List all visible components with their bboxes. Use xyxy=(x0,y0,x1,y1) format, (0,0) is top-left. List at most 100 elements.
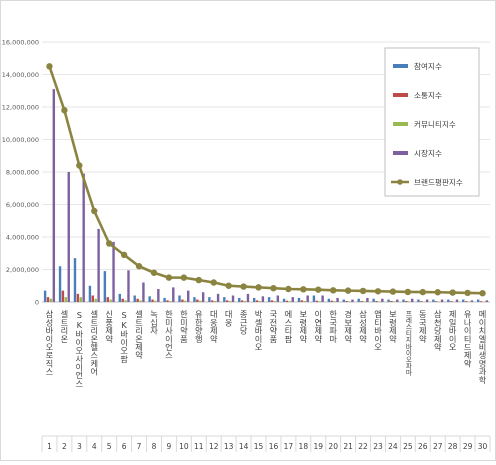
bar-2 xyxy=(151,300,153,302)
bar-2 xyxy=(450,301,452,302)
legend-swatch xyxy=(393,64,408,68)
bar-3 xyxy=(169,301,171,302)
bar-3 xyxy=(95,299,97,302)
bar-2 xyxy=(136,299,138,302)
bar-1 xyxy=(223,297,225,302)
y-tick-label: 4,000,000 xyxy=(6,234,39,242)
category-label: 메이치엘비생명과학 xyxy=(478,310,488,385)
bar-3 xyxy=(139,300,141,302)
rank-label: 12 xyxy=(209,442,219,451)
category-label: 국전약품 xyxy=(268,310,278,343)
bar-4 xyxy=(486,300,488,302)
bar-1 xyxy=(298,298,300,302)
bar-4 xyxy=(53,89,55,302)
bar-2 xyxy=(345,301,347,302)
bar-1 xyxy=(59,266,61,302)
bar-2 xyxy=(435,301,437,302)
bar-1 xyxy=(477,300,479,302)
score-point xyxy=(196,277,202,283)
score-point xyxy=(106,240,112,246)
rank-label: 20 xyxy=(328,442,338,451)
category-label: 박셀바이오 xyxy=(254,309,264,351)
rank-label: 17 xyxy=(284,442,294,451)
bar-2 xyxy=(480,301,482,302)
bar-2 xyxy=(181,300,183,302)
bar-2 xyxy=(286,301,288,302)
bar-4 xyxy=(351,300,353,302)
bar-1 xyxy=(44,291,46,302)
bar-3 xyxy=(289,301,291,302)
bar-1 xyxy=(253,298,255,302)
category-label: 유한양행 xyxy=(194,310,204,343)
category-label: SK바이오사이언스 xyxy=(74,310,84,387)
rank-label: 13 xyxy=(224,442,234,451)
bar-4 xyxy=(68,172,70,302)
bar-1 xyxy=(402,300,404,302)
bar-4 xyxy=(321,296,323,303)
category-label: 삼성제약 xyxy=(358,309,368,344)
bar-2 xyxy=(301,300,303,302)
bar-3 xyxy=(184,301,186,302)
bar-4 xyxy=(172,287,174,302)
bar-3 xyxy=(229,301,231,302)
y-tick-label: 6,000,000 xyxy=(6,201,39,209)
rank-label: 9 xyxy=(167,442,172,451)
bar-1 xyxy=(268,297,270,302)
legend-label: 참여지수 xyxy=(414,61,442,71)
bar-3 xyxy=(199,301,201,302)
bar-2 xyxy=(77,294,79,302)
bar-4 xyxy=(441,300,443,302)
bar-1 xyxy=(432,300,434,302)
legend-marker xyxy=(397,179,403,185)
rank-label: 23 xyxy=(373,442,383,451)
category-label: 이연제약 xyxy=(313,309,323,344)
rank-label: 29 xyxy=(463,442,473,451)
category-label: 한미사이언스 xyxy=(164,310,174,359)
bar-2 xyxy=(47,297,49,302)
y-tick-label: 12,000,000 xyxy=(2,104,39,112)
bar-4 xyxy=(396,300,398,302)
category-label: 녹십자 xyxy=(149,310,159,336)
bar-1 xyxy=(462,300,464,302)
bar-1 xyxy=(238,298,240,302)
score-point xyxy=(390,288,396,294)
bar-1 xyxy=(328,299,330,302)
bar-3 xyxy=(304,301,306,302)
bar-2 xyxy=(92,296,94,303)
category-label: 에스티팜 xyxy=(283,310,293,343)
bar-1 xyxy=(283,299,285,302)
score-point xyxy=(420,289,426,295)
category-label: 한국파마 xyxy=(328,310,338,344)
rank-label: 11 xyxy=(194,442,204,451)
score-point xyxy=(375,288,381,294)
score-point xyxy=(76,162,82,168)
rank-label: 22 xyxy=(358,442,368,451)
bar-3 xyxy=(274,301,276,302)
rank-label: 6 xyxy=(122,442,127,451)
bar-4 xyxy=(127,270,129,302)
bar-2 xyxy=(465,301,467,302)
bar-1 xyxy=(119,294,121,302)
bar-4 xyxy=(202,292,204,302)
bar-2 xyxy=(107,297,109,302)
rank-label: 30 xyxy=(478,442,488,451)
y-axis-ticks: 02,000,0004,000,0006,000,0008,000,00010,… xyxy=(2,39,39,307)
score-point xyxy=(46,63,52,69)
bar-2 xyxy=(316,301,318,302)
score-point xyxy=(435,289,441,295)
bar-3 xyxy=(319,301,321,302)
legend-swatch xyxy=(393,93,408,97)
rank-label: 18 xyxy=(299,442,309,451)
rank-label: 19 xyxy=(313,442,323,451)
legend-label: 브랜드평판지수 xyxy=(414,177,463,187)
bar-3 xyxy=(214,301,216,302)
rank-label: 27 xyxy=(433,442,443,451)
category-label: 프레스티지바이오파마 xyxy=(404,310,412,377)
rank-label: 5 xyxy=(107,442,112,451)
bar-1 xyxy=(387,300,389,302)
bar-2 xyxy=(62,291,64,302)
category-label: 삼성바이오로직스 xyxy=(44,309,54,375)
category-label: 동국제약 xyxy=(418,310,428,344)
